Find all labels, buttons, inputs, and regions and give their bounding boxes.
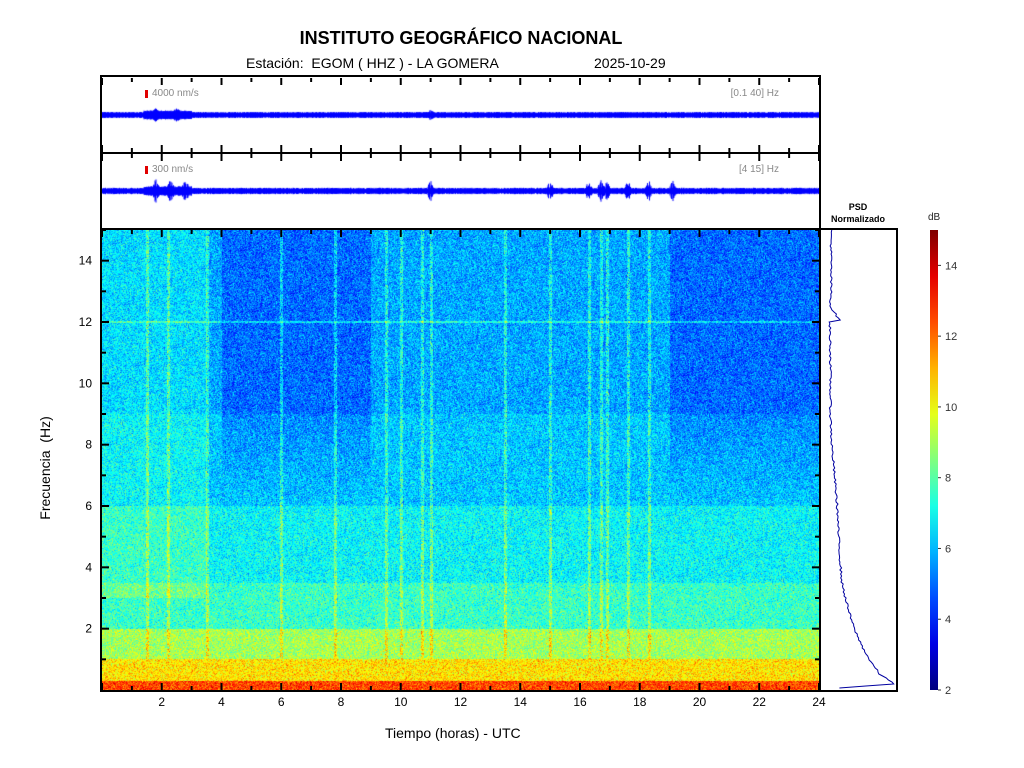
x-tick-label: 8 — [338, 695, 345, 709]
x-tick-label: 10 — [394, 695, 408, 709]
colorbar-ticks: 2 4 6 8 10 12 14 — [938, 260, 957, 697]
scale-bar-marker — [145, 90, 148, 98]
colorbar-tick-label: 4 — [945, 614, 951, 626]
x-tick-label: 4 — [218, 695, 225, 709]
spectrogram-panel — [100, 228, 821, 692]
y-tick-label: 4 — [85, 560, 92, 574]
trace-panel-filtered: 300 nm/s [4 15] Hz — [100, 152, 821, 230]
x-tick-label: 18 — [633, 695, 647, 709]
page-title: INSTITUTO GEOGRÁFICO NACIONAL — [299, 28, 623, 48]
seismogram-trace-2 — [102, 154, 819, 228]
date-label: 2025-10-29 — [594, 55, 666, 71]
x-tick-label: 20 — [693, 695, 707, 709]
x-tick-label: 12 — [454, 695, 468, 709]
colorbar-label: dB — [928, 212, 941, 223]
station-label: Estación: EGOM ( HHZ ) - LA GOMERA — [246, 55, 499, 71]
seismogram-trace-1 — [102, 77, 819, 152]
colorbar-tick-label: 14 — [945, 260, 957, 272]
psd-panel — [819, 228, 898, 692]
y-axis-title: Frecuencia (Hz) — [37, 416, 53, 520]
y-tick-label: 12 — [79, 315, 93, 329]
psd-title-line1: PSD — [848, 202, 868, 212]
colorbar-tick-label: 8 — [945, 473, 951, 485]
y-tick-label: 6 — [85, 499, 92, 513]
psd-title-line2: Normalizado — [830, 214, 885, 224]
y-tick-label: 14 — [79, 254, 93, 268]
trace-scale-label: 4000 nm/s — [152, 88, 199, 99]
colorbar — [930, 230, 938, 690]
colorbar-tick-label: 12 — [945, 331, 957, 343]
y-tick-label: 2 — [85, 622, 92, 636]
x-tick-label: 24 — [812, 695, 826, 709]
psd-title: PSD Normalizado — [818, 201, 898, 225]
trace-band-label: [0.1 40] Hz — [730, 88, 779, 99]
x-tick-label: 22 — [753, 695, 767, 709]
x-tick-label: 6 — [278, 695, 285, 709]
scale-bar-marker — [145, 166, 148, 174]
trace-band-label: [4 15] Hz — [738, 164, 779, 175]
x-axis-title: Tiempo (horas) - UTC — [385, 725, 521, 741]
psd-curve — [828, 230, 895, 689]
trace-scale-label: 300 nm/s — [152, 164, 194, 175]
x-tick-label: 16 — [573, 695, 587, 709]
colorbar-tick-label: 6 — [945, 543, 951, 555]
x-tick-label: 2 — [158, 695, 165, 709]
y-tick-label: 8 — [85, 438, 92, 452]
x-tick-label: 14 — [514, 695, 528, 709]
colorbar-tick-label: 2 — [945, 685, 951, 697]
spectrogram-heatmap — [102, 230, 819, 690]
colorbar-tick-label: 10 — [945, 402, 957, 414]
psd-curve-plot — [828, 230, 895, 689]
y-tick-label: 10 — [79, 376, 93, 390]
